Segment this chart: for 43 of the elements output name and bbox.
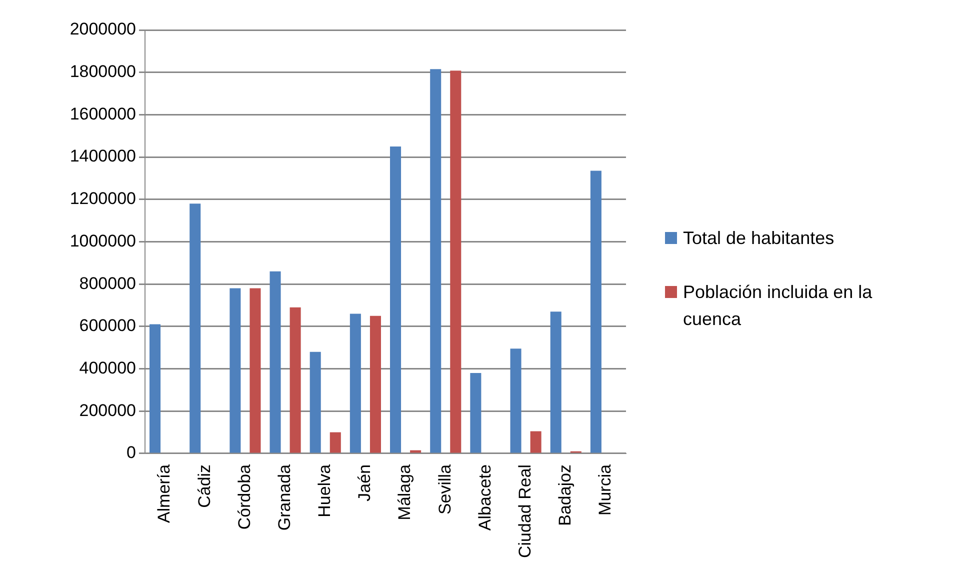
bar (370, 316, 381, 453)
bar (450, 70, 462, 453)
bar (390, 146, 402, 453)
bar (290, 307, 301, 453)
legend-label: Total de habitantes (683, 227, 834, 250)
bar (430, 69, 442, 453)
y-tick-label: 800000 (79, 274, 136, 293)
bar (270, 271, 281, 453)
y-tick-label: 1400000 (70, 146, 136, 166)
bar (310, 352, 321, 453)
bar (470, 372, 482, 453)
bar (190, 204, 201, 453)
y-tick-label: 0 (126, 443, 136, 462)
y-tick-label: 2000000 (70, 20, 136, 39)
x-tick-label: Jaén (355, 464, 374, 502)
y-tick-label: 1000000 (70, 231, 136, 250)
x-tick-label: Murcia (596, 464, 615, 516)
y-tick-label: 200000 (79, 400, 136, 420)
x-tick-label: Málaga (395, 464, 414, 520)
y-tick-label: 1800000 (70, 62, 136, 82)
bar (530, 431, 542, 453)
x-tick-label: Ciudad Real (515, 464, 534, 558)
x-tick-label: Granada (274, 464, 294, 531)
bar (550, 312, 562, 453)
bar (330, 432, 341, 453)
bar (230, 288, 241, 453)
bar (590, 170, 602, 453)
x-tick-label: Huelva (315, 464, 334, 518)
x-tick-label: Córdoba (234, 464, 254, 530)
legend-label: Población incluida en la cuenca (683, 281, 874, 331)
y-tick-label: 400000 (79, 358, 136, 378)
y-tick-label: 600000 (79, 316, 136, 336)
x-tick-label: Cádiz (194, 464, 214, 508)
x-tick-label: Almería (154, 464, 174, 524)
x-tick-label: Sevilla (435, 464, 454, 515)
bar (510, 348, 522, 453)
y-tick-label: 1200000 (70, 189, 136, 208)
x-tick-label: Badajoz (556, 464, 575, 526)
x-tick-label: Albacete (475, 464, 494, 531)
bar (250, 288, 261, 453)
y-tick-label: 1600000 (70, 104, 136, 124)
bar (350, 314, 361, 453)
bar (150, 324, 161, 453)
